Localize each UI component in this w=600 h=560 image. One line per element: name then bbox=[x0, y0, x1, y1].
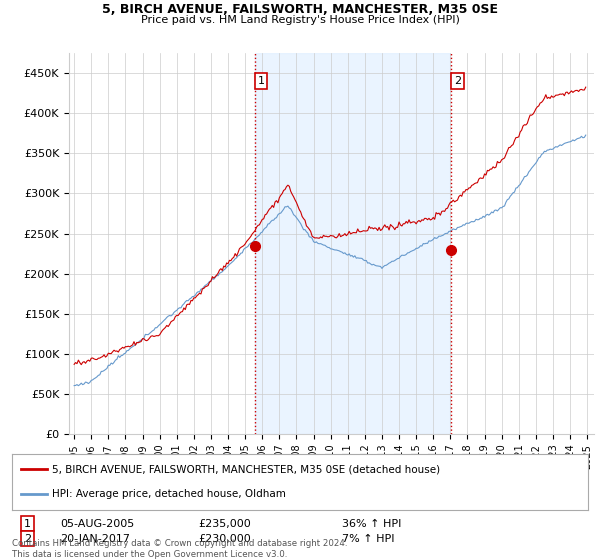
Text: HPI: Average price, detached house, Oldham: HPI: Average price, detached house, Oldh… bbox=[52, 489, 286, 499]
Text: 1: 1 bbox=[24, 519, 31, 529]
Text: 2: 2 bbox=[24, 534, 31, 544]
Text: 2: 2 bbox=[454, 76, 461, 86]
Text: £230,000: £230,000 bbox=[198, 534, 251, 544]
Text: 5, BIRCH AVENUE, FAILSWORTH, MANCHESTER, M35 0SE (detached house): 5, BIRCH AVENUE, FAILSWORTH, MANCHESTER,… bbox=[52, 464, 440, 474]
Text: 05-AUG-2005: 05-AUG-2005 bbox=[60, 519, 134, 529]
Text: £235,000: £235,000 bbox=[198, 519, 251, 529]
Text: Contains HM Land Registry data © Crown copyright and database right 2024.
This d: Contains HM Land Registry data © Crown c… bbox=[12, 539, 347, 559]
Text: Price paid vs. HM Land Registry's House Price Index (HPI): Price paid vs. HM Land Registry's House … bbox=[140, 15, 460, 25]
Text: 36% ↑ HPI: 36% ↑ HPI bbox=[342, 519, 401, 529]
Text: 7% ↑ HPI: 7% ↑ HPI bbox=[342, 534, 395, 544]
Text: 5, BIRCH AVENUE, FAILSWORTH, MANCHESTER, M35 0SE: 5, BIRCH AVENUE, FAILSWORTH, MANCHESTER,… bbox=[102, 3, 498, 16]
Text: 20-JAN-2017: 20-JAN-2017 bbox=[60, 534, 130, 544]
Text: 1: 1 bbox=[257, 76, 265, 86]
